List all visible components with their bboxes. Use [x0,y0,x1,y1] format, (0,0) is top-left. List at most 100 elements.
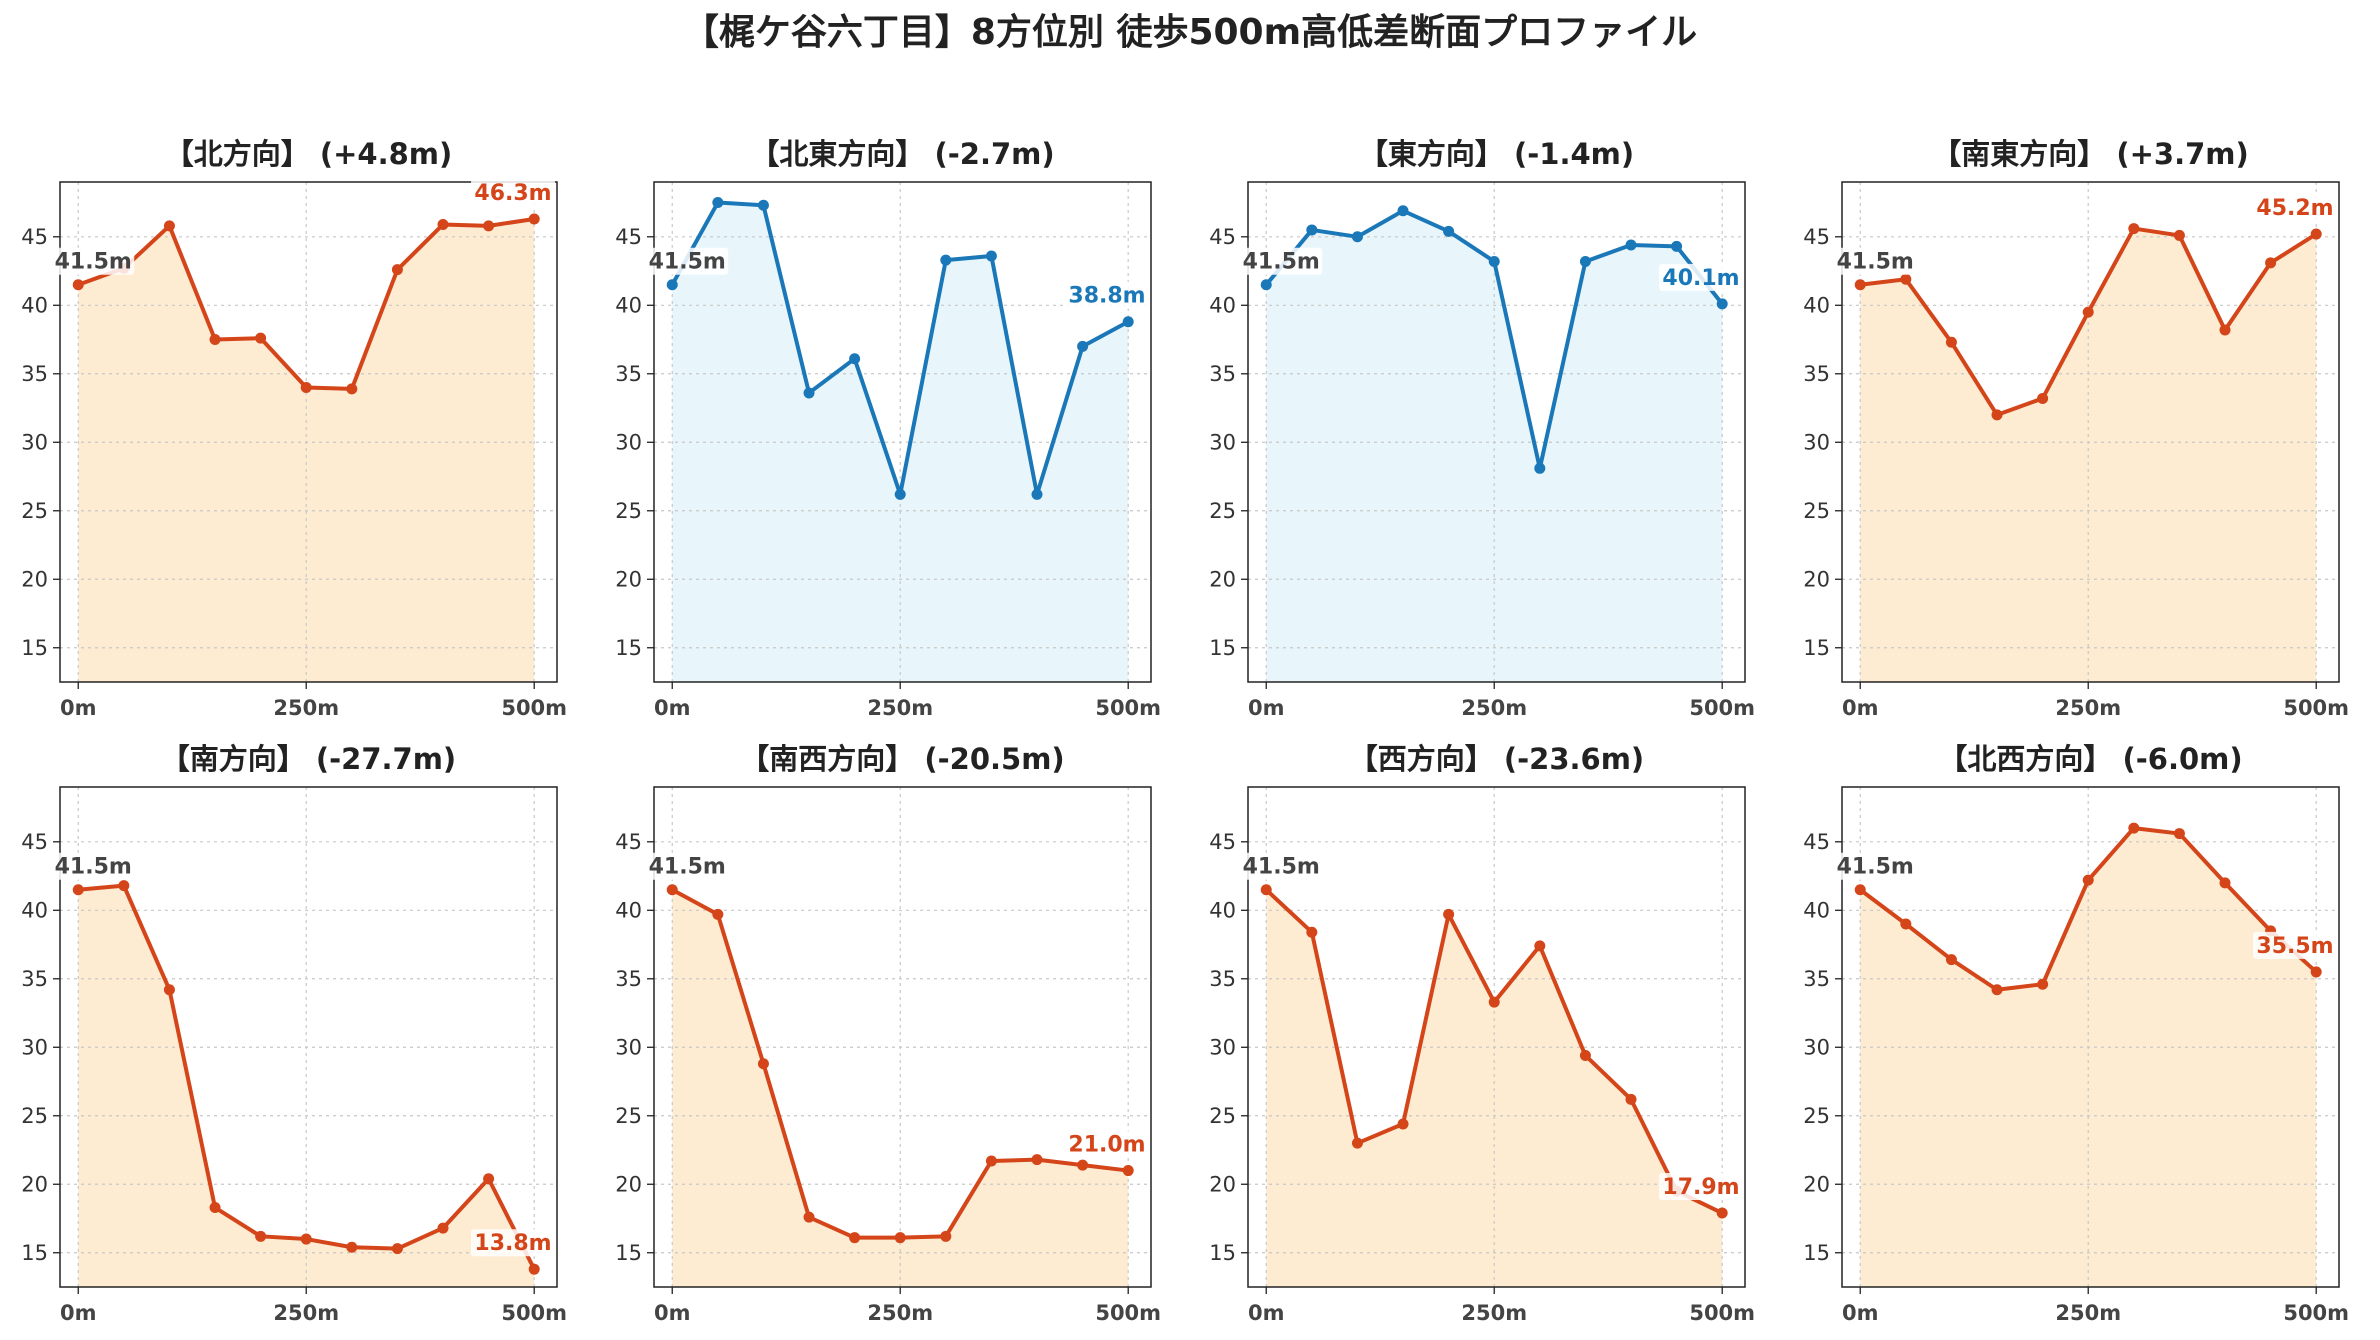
y-tick-label: 20 [21,567,48,591]
end-elevation-label: 17.9m [1662,1175,1739,1200]
axes-frame [653,786,1152,1288]
axes-frame [59,786,558,1288]
area-fill [672,202,1129,682]
end-label-bg [1659,1173,1743,1201]
data-point [2037,978,2049,990]
data-point [757,199,769,211]
data-point [209,334,221,346]
y-tick-label: 35 [1803,967,1830,991]
start-label-bg [1834,247,1917,275]
data-point [1625,1093,1637,1105]
data-point [757,1058,769,1070]
area-fill [672,889,1129,1287]
y-tick-label: 25 [1209,1104,1236,1128]
y-tick-label: 45 [615,830,642,854]
end-label-bg [2253,194,2337,222]
profile-panel-3: 【東方向】 (-1.4m) 15 20 25 30 35 40 45 0m 250m 500m 41.… [1209,137,1755,720]
y-tick-label: 30 [21,430,48,454]
data-point [1671,240,1683,252]
data-point [437,1222,449,1234]
data-point [163,984,175,996]
y-tick-label: 40 [1209,293,1236,317]
data-point [2128,822,2140,834]
y-tick-label: 45 [1803,830,1830,854]
x-tick-label: 0m [60,1301,97,1325]
x-tick-label: 0m [1842,1301,1879,1325]
y-tick-label: 30 [21,1035,48,1059]
data-point [1854,279,1866,291]
x-tick-label: 500m [1095,696,1161,720]
start-elevation-label: 41.5m [649,250,726,275]
data-point [1077,340,1089,352]
start-label-bg [1240,247,1323,275]
end-label-bg [471,1229,555,1257]
data-point [849,1232,861,1244]
x-tick-label: 500m [501,696,567,720]
data-point [255,1230,267,1242]
panel-title: 【北西方向】 (-6.0m) [1938,742,2242,776]
end-elevation-label: 21.0m [1068,1133,1145,1158]
data-point [163,220,175,232]
axes-frame [653,181,1152,683]
data-point [2173,828,2185,840]
y-tick-label: 35 [615,362,642,386]
start-label-bg [1240,852,1323,880]
panel-title: 【南西方向】 (-20.5m) [740,742,1064,776]
y-tick-label: 25 [21,1104,48,1128]
data-point [1122,316,1134,328]
x-tick-label: 250m [867,1301,933,1325]
data-point [346,1241,358,1253]
y-tick-label: 40 [1803,898,1830,922]
profile-panel-5: 【南方向】 (-27.7m) 15 20 25 30 35 40 45 0m 250m 500m 41… [21,742,567,1325]
y-tick-label: 45 [615,225,642,249]
data-point [1443,225,1455,237]
data-point [2265,257,2277,269]
y-tick-label: 30 [1803,1035,1830,1059]
data-point [894,488,906,500]
y-tick-label: 25 [1803,1104,1830,1128]
data-point [1351,1137,1363,1149]
x-tick-label: 0m [654,1301,691,1325]
x-tick-label: 500m [1095,1301,1161,1325]
data-point [2219,877,2231,889]
y-tick-label: 45 [1209,830,1236,854]
axes-frame [1247,181,1746,683]
data-point [1260,279,1272,291]
y-tick-label: 20 [1803,1172,1830,1196]
data-point [72,279,84,291]
y-tick-label: 35 [615,967,642,991]
y-tick-label: 15 [1803,636,1830,660]
y-tick-label: 30 [1803,430,1830,454]
data-point [483,1173,495,1185]
end-label-bg [471,178,555,206]
panel-title: 【東方向】 (-1.4m) [1359,137,1634,171]
data-point [1443,908,1455,920]
data-point [300,381,312,393]
data-point [2082,306,2094,318]
axes-frame [59,181,558,683]
data-point [1579,255,1591,267]
y-tick-label: 15 [1209,636,1236,660]
y-tick-label: 40 [615,293,642,317]
profile-panel-4: 【南東方向】 (+3.7m) 15 20 25 30 35 40 45 0m 250m 500m 41… [1803,137,2349,720]
data-point [940,254,952,266]
start-elevation-label: 41.5m [55,250,132,275]
y-tick-label: 40 [21,293,48,317]
y-tick-label: 20 [21,1172,48,1196]
data-point [1579,1049,1591,1061]
panel-title: 【北方向】 (+4.8m) [165,137,453,171]
data-point [1900,918,1912,930]
data-point [72,884,84,896]
y-tick-label: 20 [1209,1172,1236,1196]
start-label-bg [52,852,135,880]
data-point [1351,231,1363,243]
area-fill [1266,210,1723,682]
y-tick-label: 35 [1209,967,1236,991]
y-tick-label: 40 [615,898,642,922]
x-tick-label: 0m [654,696,691,720]
data-point [1077,1159,1089,1171]
data-point [528,1263,540,1275]
x-tick-label: 500m [2283,1301,2349,1325]
data-point [209,1202,221,1214]
